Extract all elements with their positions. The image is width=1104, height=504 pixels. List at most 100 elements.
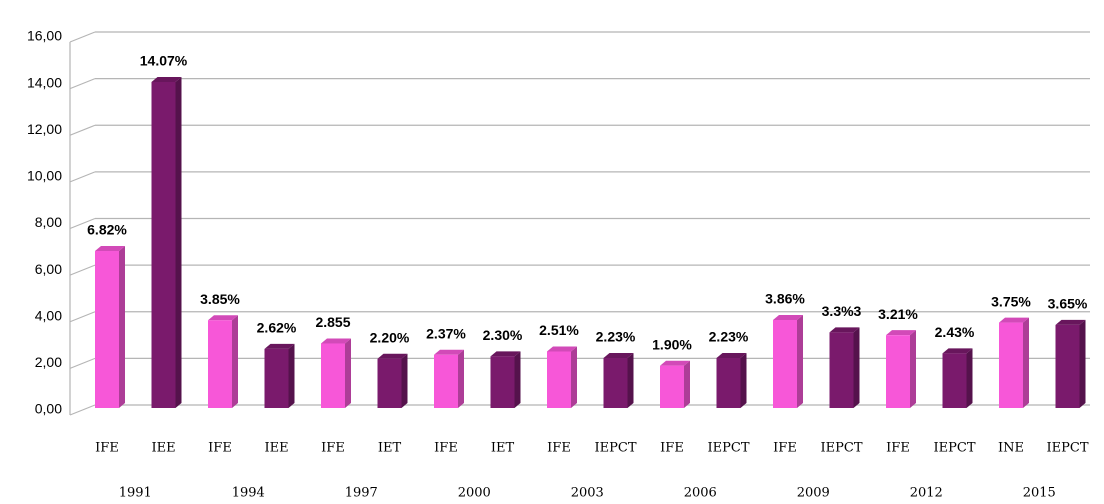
value-label: 3.65%: [1048, 296, 1088, 312]
value-label: 3.85%: [200, 291, 240, 307]
value-label: 2.51%: [539, 322, 579, 338]
x-tick-label: IFE: [773, 441, 797, 456]
bar-side: [910, 330, 916, 408]
bar: [716, 358, 741, 408]
bar-side: [288, 343, 295, 408]
bar: [377, 358, 402, 408]
bar-side: [571, 346, 577, 408]
y-tick-label: 6,00: [35, 261, 62, 277]
group-label: 2015: [1023, 486, 1056, 501]
value-label: 3.21%: [878, 306, 918, 322]
bar-top: [151, 76, 182, 82]
bar: [264, 348, 289, 408]
bar-top: [208, 315, 238, 321]
group-label: 1994: [232, 486, 265, 501]
bar: [773, 320, 797, 408]
bar-side: [740, 353, 747, 408]
x-tick-label: IET: [378, 441, 402, 456]
value-label: 2.20%: [370, 329, 410, 345]
value-label: 2.23%: [709, 329, 749, 345]
grid-line: [69, 264, 96, 276]
x-tick-label: IEPCT: [1047, 441, 1089, 456]
grid-line: [69, 357, 96, 369]
value-label: 14.07%: [140, 53, 188, 69]
bar-top: [886, 330, 916, 336]
bar: [1055, 324, 1080, 408]
x-tick-label: IFE: [886, 441, 910, 456]
x-tick-label: IEPCT: [821, 441, 863, 456]
bar: [886, 335, 910, 408]
x-tick-label: INE: [998, 441, 1024, 456]
bar-top: [716, 353, 747, 359]
x-tick-label: IFE: [321, 441, 345, 456]
bar: [547, 351, 571, 408]
bar-side: [401, 353, 408, 408]
group-label: 2006: [684, 486, 717, 501]
value-label: 2.43%: [935, 324, 975, 340]
bar: [208, 320, 232, 408]
group-label: 2000: [458, 486, 491, 501]
bar: [660, 365, 684, 408]
bar: [321, 343, 345, 408]
bar-top: [999, 317, 1029, 323]
bar-top: [321, 338, 351, 344]
x-tick-label: IFE: [208, 441, 232, 456]
y-tick-label: 14,00: [27, 74, 62, 90]
y-tick-label: 0,00: [35, 401, 62, 417]
bar-top: [1055, 319, 1086, 325]
value-label: 2.23%: [596, 329, 636, 345]
y-tick-label: 4,00: [35, 307, 62, 323]
value-label: 6.82%: [87, 222, 127, 238]
bar-top: [829, 327, 860, 333]
y-tick-label: 2,00: [35, 354, 62, 370]
x-tick-label: IET: [491, 441, 515, 456]
value-label: 3.75%: [991, 293, 1031, 309]
bar-side: [232, 315, 238, 408]
bar-side: [1079, 319, 1086, 408]
x-tick-label: IFE: [95, 441, 119, 456]
group-label: 1997: [345, 486, 378, 501]
x-tick-label: IEPCT: [595, 441, 637, 456]
bar-top: [434, 349, 464, 355]
group-label: 2009: [797, 486, 830, 501]
bar-side: [1023, 317, 1029, 408]
bar-top: [660, 360, 690, 366]
bar-side: [966, 348, 973, 408]
x-tick-label: IEE: [264, 441, 288, 456]
bar: [490, 356, 515, 408]
bar: [151, 81, 176, 408]
value-label: 1.90%: [652, 336, 692, 352]
x-tick-label: IEPCT: [934, 441, 976, 456]
value-label: 3.86%: [765, 291, 805, 307]
x-tick-label: IEPCT: [708, 441, 750, 456]
bar-side: [175, 76, 182, 408]
group-label: 1991: [119, 486, 152, 501]
bar-side: [797, 315, 803, 408]
grid-line: [69, 78, 96, 90]
y-tick-label: 16,00: [27, 28, 62, 44]
grid-line: [69, 404, 96, 416]
group-label: 2003: [571, 486, 604, 501]
x-tick-label: IFE: [660, 441, 684, 456]
y-tick-label: 10,00: [27, 168, 62, 184]
y-tick-label: 8,00: [35, 214, 62, 230]
grid-line: [69, 311, 96, 323]
bar-side: [119, 246, 125, 408]
bar-top: [490, 351, 521, 357]
bar-top: [942, 348, 973, 354]
y-tick-label: 12,00: [27, 121, 62, 137]
value-label: 2.37%: [426, 325, 466, 341]
bar: [942, 353, 967, 408]
grid-line: [69, 124, 96, 136]
bar-side: [627, 353, 634, 408]
bar-top: [95, 246, 125, 252]
bar-top: [377, 353, 408, 359]
x-tick-label: IEE: [151, 441, 175, 456]
bar-top: [603, 353, 634, 359]
bar-side: [684, 360, 690, 408]
bar-side: [853, 327, 860, 408]
bar-top: [547, 346, 577, 352]
value-label: 2.62%: [257, 320, 297, 336]
bar: [829, 332, 854, 408]
